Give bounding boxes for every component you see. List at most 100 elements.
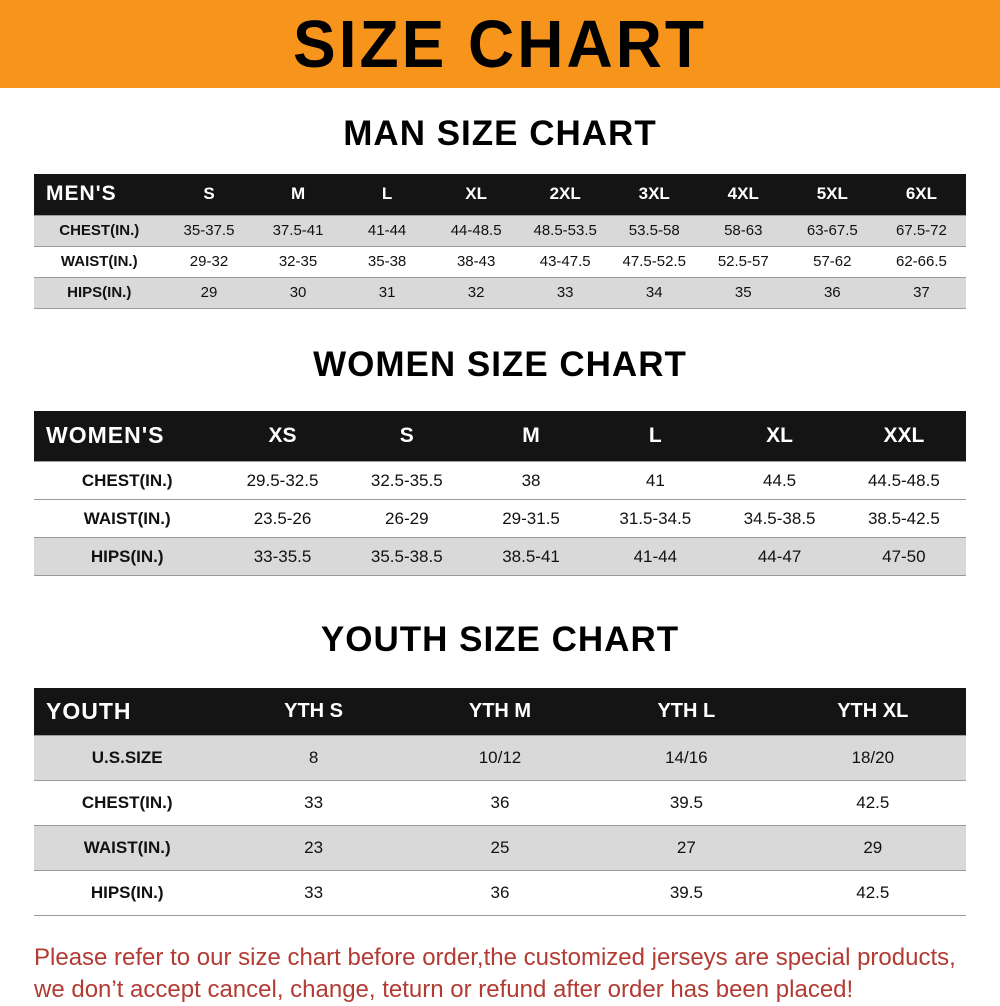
disclaimer-line-2: we don’t accept cancel, change, teturn o… [34, 974, 966, 1006]
size-value-cell: 31.5-34.5 [593, 500, 717, 538]
size-value-cell: 42.5 [780, 870, 966, 915]
size-value-cell: 23.5-26 [220, 500, 344, 538]
size-value-cell: 39.5 [593, 780, 779, 825]
size-column-header: YTH XL [780, 688, 966, 735]
size-value-cell: 33 [220, 780, 406, 825]
size-value-cell: 41-44 [343, 215, 432, 246]
size-value-cell: 47.5-52.5 [610, 246, 699, 277]
size-value-cell: 38.5-41 [469, 538, 593, 576]
size-value-cell: 52.5-57 [699, 246, 788, 277]
size-column-header: YTH M [407, 688, 593, 735]
table-label: WOMEN'S [34, 411, 220, 462]
size-column-header: XL [432, 174, 521, 215]
size-value-cell: 44-47 [717, 538, 841, 576]
size-value-cell: 31 [343, 277, 432, 308]
banner: SIZE CHART [0, 0, 1000, 88]
size-value-cell: 48.5-53.5 [521, 215, 610, 246]
size-value-cell: 37 [877, 277, 966, 308]
size-value-cell: 29.5-32.5 [220, 462, 344, 500]
size-value-cell: 27 [593, 825, 779, 870]
size-column-header: XXL [842, 411, 966, 462]
size-value-cell: 32-35 [254, 246, 343, 277]
size-value-cell: 10/12 [407, 735, 593, 780]
size-value-cell: 35 [699, 277, 788, 308]
women-section-heading: WOMEN SIZE CHART [0, 345, 1000, 385]
size-value-cell: 29-31.5 [469, 500, 593, 538]
size-value-cell: 33 [521, 277, 610, 308]
size-value-cell: 67.5-72 [877, 215, 966, 246]
size-value-cell: 14/16 [593, 735, 779, 780]
size-value-cell: 32 [432, 277, 521, 308]
size-value-cell: 29 [164, 277, 253, 308]
size-value-cell: 44-48.5 [432, 215, 521, 246]
size-value-cell: 29-32 [164, 246, 253, 277]
size-column-header: YTH L [593, 688, 779, 735]
size-column-header: M [469, 411, 593, 462]
size-column-header: S [345, 411, 469, 462]
size-value-cell: 33-35.5 [220, 538, 344, 576]
size-value-cell: 37.5-41 [254, 215, 343, 246]
page-title: SIZE CHART [293, 5, 707, 83]
size-column-header: 3XL [610, 174, 699, 215]
size-value-cell: 23 [220, 825, 406, 870]
size-value-cell: 43-47.5 [521, 246, 610, 277]
size-value-cell: 34 [610, 277, 699, 308]
size-column-header: L [593, 411, 717, 462]
row-label: HIPS(IN.) [34, 870, 220, 915]
row-label: HIPS(IN.) [34, 277, 164, 308]
size-column-header: XL [717, 411, 841, 462]
size-value-cell: 36 [788, 277, 877, 308]
row-label: CHEST(IN.) [34, 780, 220, 825]
size-value-cell: 38-43 [432, 246, 521, 277]
size-column-header: XS [220, 411, 344, 462]
size-value-cell: 36 [407, 870, 593, 915]
size-value-cell: 35-37.5 [164, 215, 253, 246]
size-value-cell: 57-62 [788, 246, 877, 277]
size-value-cell: 8 [220, 735, 406, 780]
youth-section-heading: YOUTH SIZE CHART [0, 620, 1000, 660]
size-column-header: S [164, 174, 253, 215]
size-value-cell: 29 [780, 825, 966, 870]
row-label: WAIST(IN.) [34, 500, 220, 538]
size-value-cell: 18/20 [780, 735, 966, 780]
size-value-cell: 32.5-35.5 [345, 462, 469, 500]
size-value-cell: 36 [407, 780, 593, 825]
size-column-header: 5XL [788, 174, 877, 215]
row-label: WAIST(IN.) [34, 246, 164, 277]
size-value-cell: 26-29 [345, 500, 469, 538]
size-column-header: YTH S [220, 688, 406, 735]
size-value-cell: 39.5 [593, 870, 779, 915]
size-value-cell: 53.5-58 [610, 215, 699, 246]
size-value-cell: 41-44 [593, 538, 717, 576]
table-label: MEN'S [34, 174, 164, 215]
row-label: U.S.SIZE [34, 735, 220, 780]
row-label: CHEST(IN.) [34, 462, 220, 500]
size-value-cell: 41 [593, 462, 717, 500]
size-value-cell: 44.5 [717, 462, 841, 500]
size-value-cell: 35.5-38.5 [345, 538, 469, 576]
row-label: CHEST(IN.) [34, 215, 164, 246]
size-value-cell: 25 [407, 825, 593, 870]
size-column-header: L [343, 174, 432, 215]
size-value-cell: 30 [254, 277, 343, 308]
man-section-heading: MAN SIZE CHART [0, 114, 1000, 154]
size-column-header: 2XL [521, 174, 610, 215]
